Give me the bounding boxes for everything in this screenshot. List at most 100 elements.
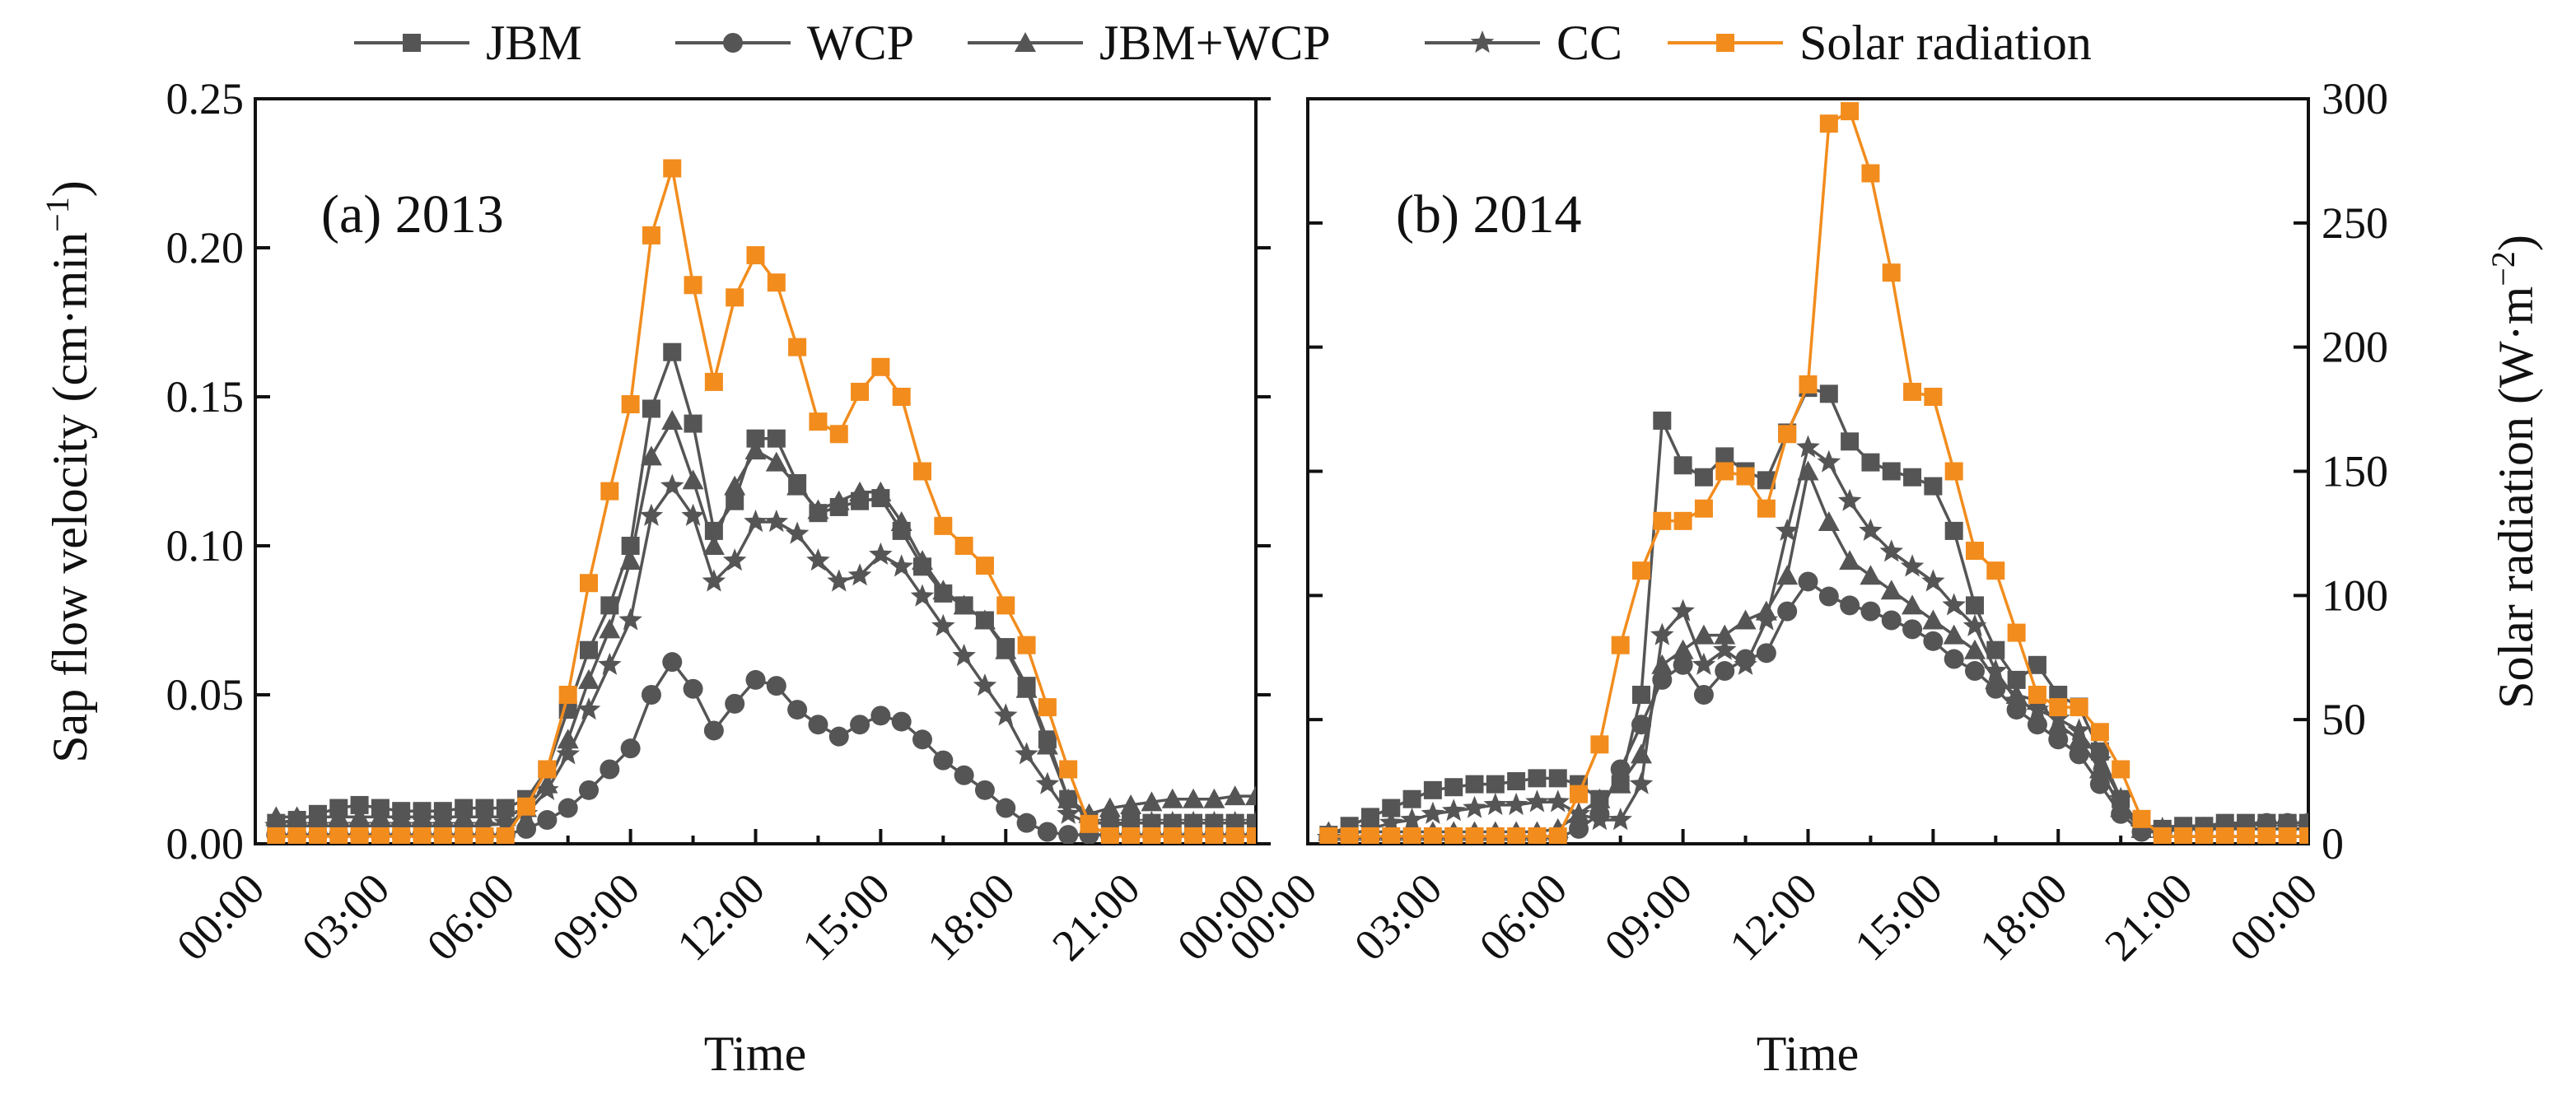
panel-b-point-wcp bbox=[2027, 715, 2047, 735]
panel-b-point-jbm bbox=[1966, 596, 1984, 615]
panel-a-point-jbm-wcp bbox=[1141, 791, 1163, 812]
panel-b-point-cc bbox=[1525, 789, 1549, 813]
panel-a-point-cc bbox=[910, 584, 935, 607]
panel-a-point-cc bbox=[952, 643, 976, 667]
panel-b-point-cc bbox=[1775, 518, 1799, 541]
panel-b-point-solar-radiation bbox=[1444, 827, 1463, 844]
panel-b-point-solar-radiation bbox=[2153, 827, 2172, 844]
panel-a-point-cc bbox=[618, 608, 642, 631]
panel-b-point-cc bbox=[1734, 652, 1757, 675]
panel-a-point-cc bbox=[1160, 810, 1184, 833]
panel-b-point-solar-radiation bbox=[1465, 827, 1484, 844]
panel-a-point-jbm-wcp bbox=[932, 580, 954, 600]
panel-b-point-solar-radiation bbox=[1903, 382, 1922, 401]
panel-a-point-solar-radiation bbox=[1247, 827, 1256, 844]
panel-a-point-jbm-wcp bbox=[578, 668, 600, 689]
panel-b-point-jbm-wcp bbox=[1692, 624, 1715, 645]
panel-b-point-cc bbox=[2088, 747, 2112, 771]
panel-b-point-jbm-wcp bbox=[1672, 639, 1694, 659]
panel-b-point-jbm-wcp bbox=[1631, 743, 1652, 764]
panel-b-point-wcp bbox=[1923, 631, 1944, 651]
panel-a-point-wcp bbox=[996, 798, 1016, 818]
panel-a-series-jbm bbox=[267, 342, 1256, 836]
panel-a-point-jbm-wcp bbox=[1015, 678, 1038, 698]
panel-b-point-solar-radiation bbox=[1944, 462, 1963, 481]
panel-b-point-cc bbox=[1400, 808, 1424, 831]
panel-a-point-solar-radiation bbox=[308, 827, 327, 844]
panel-a-point-solar-radiation bbox=[538, 760, 557, 779]
panel-b-point-jbm bbox=[1465, 775, 1484, 794]
panel-a-point-wcp bbox=[828, 726, 849, 747]
legend-marker-jbm-shape bbox=[403, 34, 421, 52]
panel-b-point-jbm bbox=[1986, 640, 2005, 659]
panel-a-point-solar-radiation bbox=[580, 574, 598, 593]
panel-a-point-cc bbox=[306, 813, 330, 836]
panel-a-y-ticks: 0.00 0.05 0.10 0.15 0.20 0.25 bbox=[166, 74, 1271, 868]
panel-a-point-wcp bbox=[558, 798, 578, 818]
panel-a-point-cc bbox=[1202, 810, 1226, 833]
panel-b-point-cc bbox=[1796, 435, 1820, 458]
panel-a-point-solar-radiation bbox=[1080, 814, 1099, 833]
legend-entry-solar-radiation: Solar radiation bbox=[1668, 16, 2092, 70]
panel-b-point-solar-radiation bbox=[1340, 827, 1359, 844]
y-axis-title-left-close: ) bbox=[43, 180, 97, 197]
panel-b-point-jbm bbox=[1694, 468, 1713, 487]
panel-b-point-solar-radiation bbox=[1966, 542, 1984, 561]
panel-a-point-jbm-wcp bbox=[1183, 788, 1205, 808]
panel-b-y-tick-label: 0 bbox=[2322, 819, 2344, 868]
panel-b-point-jbm bbox=[1903, 468, 1922, 487]
panel-a-point-wcp bbox=[787, 700, 808, 720]
panel-b-y-tick-label: 300 bbox=[2322, 74, 2388, 123]
panel-a-point-cc bbox=[264, 813, 288, 836]
panel-a-point-solar-radiation bbox=[267, 827, 286, 844]
panel-b-title: (b) 2014 bbox=[1396, 184, 1581, 244]
panel-b-x-tick-label: 03:00 bbox=[1345, 864, 1451, 970]
panel-b-point-jbm-wcp bbox=[1985, 668, 2007, 689]
panel-b-point-solar-radiation bbox=[1548, 827, 1567, 844]
panel-b-point-jbm bbox=[2007, 670, 2026, 689]
panel-b-point-wcp bbox=[2048, 729, 2069, 750]
panel-a-point-solar-radiation bbox=[934, 516, 953, 535]
panel-a-x-tick-label: 06:00 bbox=[418, 864, 524, 970]
panel-b-point-jbm-wcp bbox=[1880, 580, 1902, 600]
panel-b-point-solar-radiation bbox=[1882, 263, 1901, 282]
panel-a-point-wcp bbox=[683, 678, 703, 699]
panel-b-point-jbm-wcp bbox=[2068, 729, 2090, 749]
legend-label-jbm-wcp: JBM+WCP bbox=[1099, 16, 1331, 70]
legend-marker-cc-shape bbox=[1470, 30, 1495, 54]
panel-a-point-solar-radiation bbox=[1163, 827, 1182, 844]
panel-a-point-solar-radiation bbox=[1059, 760, 1078, 779]
panel-a-point-wcp bbox=[850, 715, 870, 735]
panel-a-point-wcp bbox=[600, 759, 620, 780]
panel-b-point-cc bbox=[1962, 613, 1987, 636]
panel-b-point-wcp bbox=[2069, 744, 2089, 765]
panel-b-point-cc bbox=[2108, 786, 2133, 809]
panel-a-point-solar-radiation bbox=[475, 827, 494, 844]
panel-b-point-solar-radiation bbox=[2028, 686, 2046, 704]
panel-b-point-jbm bbox=[1715, 447, 1734, 466]
panel-a: (a) 2013 0.000.050.100.150.200.25 00:00 0… bbox=[166, 74, 1275, 1081]
panel-a-point-jbm-wcp bbox=[724, 475, 746, 496]
panel-a-point-cc bbox=[806, 548, 830, 571]
panel-a-point-wcp bbox=[1037, 822, 1057, 842]
panel-a-point-solar-radiation bbox=[350, 827, 369, 844]
panel-b-x-tick-label: 18:00 bbox=[1970, 864, 2076, 970]
panel-b-point-jbm bbox=[1507, 771, 1526, 790]
panel-a-point-wcp bbox=[1016, 813, 1037, 833]
panel-a-point-cc bbox=[744, 510, 768, 533]
panel-b-point-solar-radiation bbox=[1570, 785, 1589, 803]
panel-a-point-solar-radiation bbox=[726, 288, 744, 307]
panel-a-x-tick-label: 03:00 bbox=[292, 864, 399, 970]
legend-label-wcp: WCP bbox=[807, 16, 914, 70]
panel-b-point-cc bbox=[1817, 449, 1841, 473]
panel-a-point-cc bbox=[660, 473, 684, 496]
panel-a-point-wcp bbox=[725, 693, 745, 714]
panel-a-point-cc bbox=[785, 521, 810, 544]
panel-a-point-wcp bbox=[537, 810, 558, 831]
panel-b-point-cc bbox=[1546, 789, 1570, 813]
panel-a-x-tick-label: 09:00 bbox=[543, 864, 649, 970]
panel-b-point-jbm bbox=[1882, 462, 1901, 481]
panel-a-y-tick-label: 0.25 bbox=[166, 74, 245, 123]
panel-a-x-axis-title: Time bbox=[704, 1027, 807, 1081]
panel-a-point-jbm bbox=[663, 342, 682, 361]
